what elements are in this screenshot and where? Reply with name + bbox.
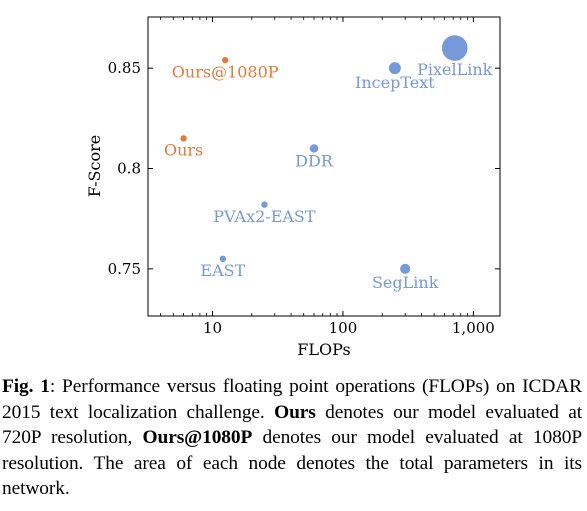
caption-text-2: denotes our model evaluated at 720P reso… — [2, 401, 583, 449]
y-axis-title: F-Score — [85, 135, 104, 197]
x-axis-title: FLOPs — [297, 340, 350, 359]
point-label: PixelLink — [417, 60, 493, 79]
point-label: PVAx2-EAST — [213, 207, 316, 226]
axis-ticks: 10 100 1,000 0.75 0.8 0.85 — [108, 17, 500, 337]
data-point — [180, 135, 187, 142]
figure-label: Fig. 1 — [2, 376, 50, 397]
y-tick-label: 0.75 — [108, 260, 141, 278]
point-label: SegLink — [372, 273, 439, 292]
caption-bold-ours-1080p: Ours@1080P — [142, 427, 253, 449]
data-point — [400, 263, 411, 274]
data-point — [221, 56, 229, 64]
figure-caption: Fig. 1: Performance versus floating poin… — [2, 374, 582, 502]
data-point — [309, 144, 319, 153]
data-point — [388, 62, 401, 75]
point-label: DDR — [295, 152, 334, 171]
plot-frame — [147, 16, 501, 317]
point-label: EAST — [200, 261, 245, 280]
point-label: Ours — [164, 141, 203, 160]
x-tick-label: 100 — [329, 319, 358, 337]
point-label: IncepText — [355, 73, 435, 92]
data-point — [261, 201, 268, 208]
x-tick-label: 10 — [203, 319, 222, 337]
data-point — [219, 255, 227, 263]
y-tick-label: 0.8 — [117, 160, 141, 178]
y-tick-label: 0.85 — [108, 59, 141, 77]
caption-text-3: denotes our model evaluated at 1080P res… — [2, 427, 583, 500]
caption-bold-ours: Ours — [274, 401, 316, 423]
caption-text-1: : Performance versus floating point oper… — [2, 376, 582, 423]
data-point — [441, 35, 468, 61]
x-tick-label: 1,000 — [452, 319, 495, 337]
point-label: Ours@1080P — [172, 62, 279, 81]
